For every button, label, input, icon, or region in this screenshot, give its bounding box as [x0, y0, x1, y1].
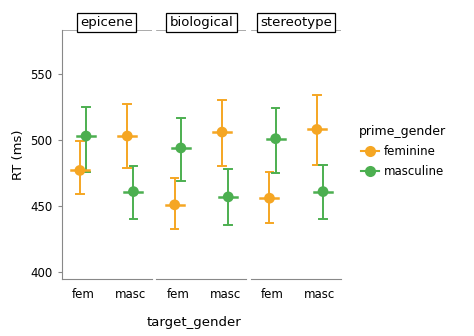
Y-axis label: RT (ms): RT (ms)	[12, 129, 25, 180]
Point	[76, 168, 83, 173]
Point	[224, 194, 232, 200]
Point	[218, 129, 226, 135]
Point	[129, 189, 137, 194]
Point	[82, 133, 90, 139]
Point	[171, 202, 178, 208]
Point	[123, 133, 131, 139]
Point	[313, 127, 320, 132]
Point	[265, 196, 273, 201]
Title: epicene: epicene	[80, 16, 133, 29]
Title: biological: biological	[170, 16, 233, 29]
Title: stereotype: stereotype	[260, 16, 332, 29]
Point	[272, 136, 279, 141]
Legend: feminine, masculine: feminine, masculine	[354, 120, 451, 182]
Point	[177, 145, 184, 151]
Point	[319, 189, 327, 194]
Text: target_gender: target_gender	[147, 316, 242, 329]
